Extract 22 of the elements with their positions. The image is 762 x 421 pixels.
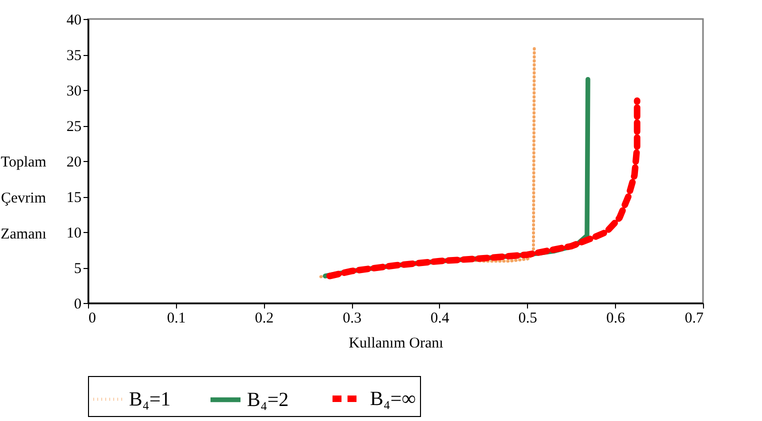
x-tick-label: 0.1 bbox=[166, 310, 186, 326]
x-tick-label: 0.3 bbox=[342, 310, 362, 326]
y-tick-label: 10 bbox=[66, 226, 82, 242]
y-tick-label: 0 bbox=[74, 296, 82, 312]
y-tick-label: 5 bbox=[74, 261, 82, 277]
y-tick-label: 35 bbox=[66, 48, 82, 64]
text: Toplam Çevrim Zamanı bbox=[0, 154, 46, 242]
x-tick-label: 0.7 bbox=[684, 310, 704, 326]
x-axis-title: Kullanım Oranı bbox=[348, 336, 444, 352]
legend-label: B₄=1 bbox=[129, 388, 171, 410]
y-tick-label: 25 bbox=[66, 119, 82, 135]
x-tick-label: 0 bbox=[88, 310, 96, 326]
legend-label: B₄=2 bbox=[247, 388, 289, 411]
legend-label: B₄=∞ bbox=[370, 388, 416, 410]
y-tick-label: 40 bbox=[66, 12, 82, 28]
x-tick-label: 0.4 bbox=[430, 310, 450, 326]
y-tick-label: 20 bbox=[66, 154, 82, 170]
y-tick-label: 15 bbox=[66, 190, 82, 206]
x-tick-label: 0.2 bbox=[254, 310, 274, 326]
y-tick-label: 30 bbox=[66, 84, 82, 100]
x-tick-label: 0.6 bbox=[606, 310, 626, 326]
x-tick-label: 0.5 bbox=[518, 310, 538, 326]
